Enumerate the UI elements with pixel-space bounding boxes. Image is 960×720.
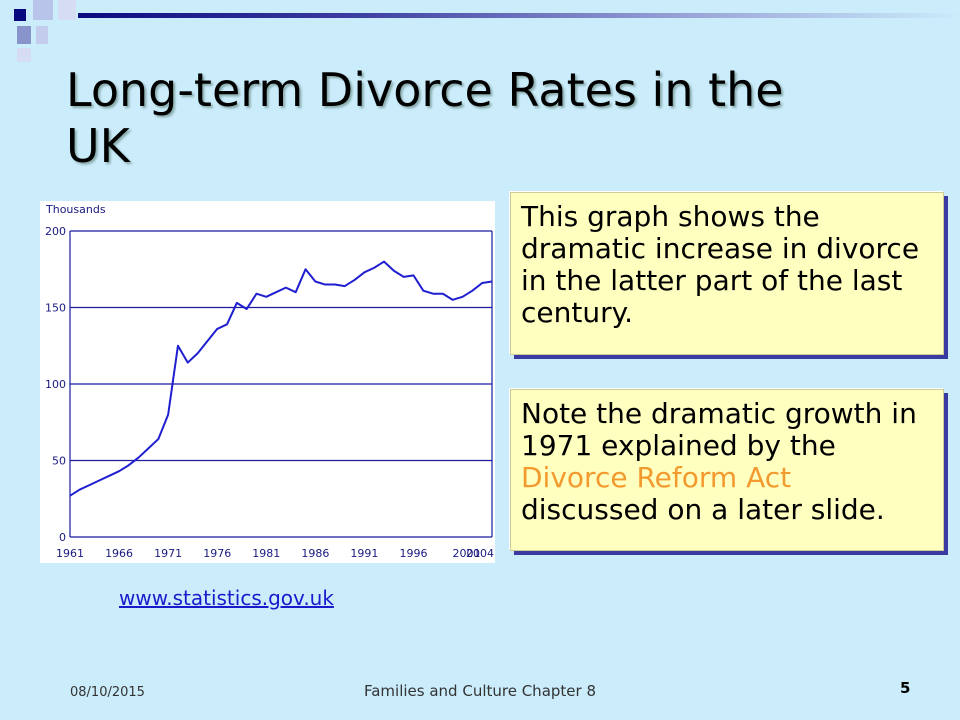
callout-graph-description-text: This graph shows the dramatic increase i… <box>521 200 920 329</box>
deco-square-light <box>33 0 53 20</box>
header-rule <box>78 13 960 18</box>
x-tick-label: 1996 <box>399 547 427 560</box>
x-tick-label: 2004 <box>466 547 494 560</box>
divorce-rate-chart: 0 50 100 150 200 Thousands 1961 1966 1971 1976 198… <box>40 201 495 563</box>
x-tick-label: 1971 <box>154 547 182 560</box>
x-tick-label: 1986 <box>301 547 329 560</box>
footer-date: 08/10/2015 <box>70 685 145 700</box>
x-tick-label: 1966 <box>105 547 133 560</box>
deco-square-light <box>58 0 76 20</box>
page-number: 5 <box>900 679 911 697</box>
x-tick-label: 1961 <box>56 547 84 560</box>
callout-reform-note-before: Note the dramatic growth in 1971 explain… <box>521 397 917 462</box>
divorce-reform-act-highlight: Divorce Reform Act <box>521 461 792 494</box>
deco-square-navy <box>14 9 26 21</box>
deco-square-mid <box>17 26 31 44</box>
slide-title: Long-term Divorce Rates in the UK <box>66 63 784 173</box>
y-axis-title: Thousands <box>45 203 106 216</box>
divorce-series-line <box>69 260 493 497</box>
y-tick-label: 50 <box>52 455 66 468</box>
footer-title: Families and Culture Chapter 8 <box>363 682 596 700</box>
deco-square-light <box>17 48 31 62</box>
x-tick-label: 1976 <box>203 547 231 560</box>
chart-svg: 0 50 100 150 200 Thousands 1961 1966 1971 1976 198… <box>45 203 494 560</box>
callout-graph-description: This graph shows the dramatic increase i… <box>510 192 944 355</box>
callout-reform-note-after: discussed on a later slide. <box>521 493 885 526</box>
y-tick-label: 200 <box>45 225 66 238</box>
x-tick-label: 1981 <box>252 547 280 560</box>
y-tick-label: 150 <box>45 302 66 315</box>
callout-reform-note: Note the dramatic growth in 1971 explain… <box>510 389 944 551</box>
x-tick-label: 2001 <box>453 547 481 560</box>
deco-square-light <box>36 26 48 44</box>
source-link[interactable]: www.statistics.gov.uk <box>119 586 334 610</box>
y-tick-label: 100 <box>45 378 66 391</box>
x-tick-label: 1991 <box>350 547 378 560</box>
y-tick-label: 0 <box>59 531 66 544</box>
